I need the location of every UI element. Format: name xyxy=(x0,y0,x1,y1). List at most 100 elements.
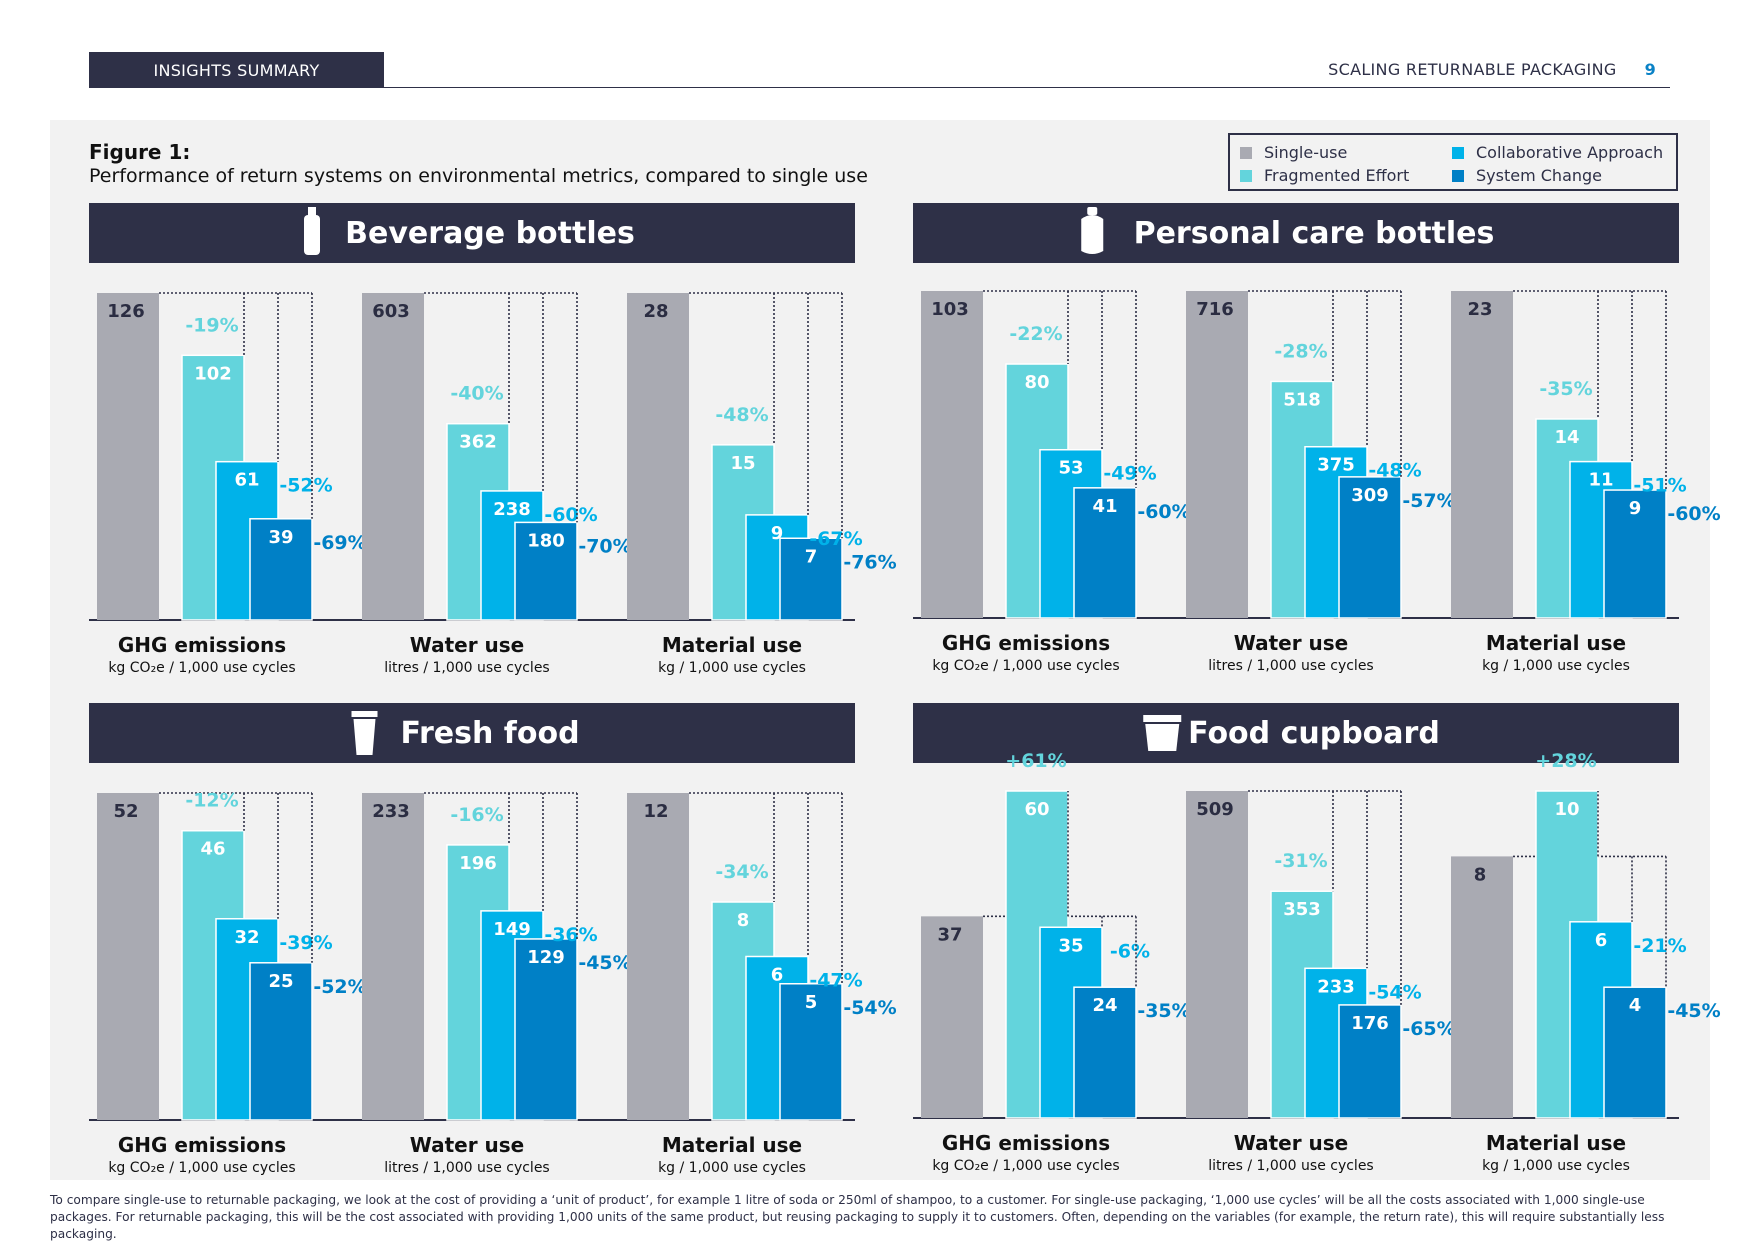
metric-name-label: Water use xyxy=(1234,631,1349,655)
bar-group-ghg-emissions: 126 102 61 39 -19% -52% -69% GHG emissions kg CO… xyxy=(97,292,367,676)
percent-change-label: -60% xyxy=(1137,501,1190,523)
bar-system-change xyxy=(249,518,313,621)
metric-unit-label: kg CO₂e / 1,000 use cycles xyxy=(108,1160,295,1176)
legend-swatch xyxy=(1452,169,1464,182)
bar-value-label: 176 xyxy=(1351,1013,1389,1034)
percent-change-label: -6% xyxy=(1110,940,1150,962)
bar-group-material-use: 8 10 6 4 +28% -21% -45% Material use kg / 1,000 … xyxy=(1451,750,1721,1174)
bottle-cap xyxy=(308,207,316,215)
bar-value-label: 353 xyxy=(1283,899,1321,920)
pump-bottle-icon xyxy=(1081,207,1104,254)
percent-change-label: -60% xyxy=(544,504,597,526)
legend: Single-use Fragmented Effort Collaborati… xyxy=(1228,133,1678,191)
bar-system-change xyxy=(779,983,843,1121)
legend-swatch xyxy=(1240,169,1252,182)
bar-group-water-use: 233 196 149 129 -16% -36% -45% Water use litres … xyxy=(362,792,632,1176)
bar-group-ghg-emissions: 52 46 32 25 -12% -39% -52% GHG emissions kg CO₂e… xyxy=(97,790,367,1176)
percent-change-label: -45% xyxy=(1667,1000,1720,1022)
percent-change-label: -35% xyxy=(1539,378,1592,400)
bar-system-change xyxy=(1073,986,1137,1119)
bar-system-change xyxy=(1603,489,1667,619)
bar-value-label: 716 xyxy=(1196,299,1234,320)
bar-value-label: 52 xyxy=(113,801,138,822)
percent-change-label: -22% xyxy=(1009,323,1062,345)
percent-change-label: +61% xyxy=(1005,750,1066,772)
cup-icon xyxy=(351,711,378,755)
bar-value-label: 14 xyxy=(1554,427,1579,448)
bar-value-label: 41 xyxy=(1092,496,1117,517)
bar-value-label: 233 xyxy=(1317,976,1355,997)
metric-unit-label: kg / 1,000 use cycles xyxy=(658,1160,806,1176)
bar-value-label: 8 xyxy=(737,910,750,931)
bar-value-label: 129 xyxy=(527,947,565,968)
bar-single-use xyxy=(1451,856,1513,1118)
metric-unit-label: litres / 1,000 use cycles xyxy=(384,1160,549,1176)
percent-change-label: -69% xyxy=(313,532,366,554)
bar-value-label: 126 xyxy=(107,301,145,322)
percent-change-label: -48% xyxy=(1368,460,1421,482)
metric-unit-label: kg / 1,000 use cycles xyxy=(1482,658,1630,674)
bar-value-label: 32 xyxy=(234,927,259,948)
bar-group-material-use: 12 8 65 -34% -47% -54% Material use kg / 1,000 … xyxy=(627,792,897,1176)
bar-value-label: 10 xyxy=(1554,799,1579,820)
bar-system-change xyxy=(1338,476,1402,619)
percent-change-label: -52% xyxy=(279,475,332,497)
chart-title-bar xyxy=(89,703,855,763)
chart-title-bar xyxy=(913,703,1679,763)
bar-single-use xyxy=(362,793,424,1120)
bar-value-label: 5 xyxy=(805,992,818,1013)
bar-value-label: 61 xyxy=(234,470,259,491)
chart-fresh-food: Fresh food 52 46 32 25 -12% -39% -52% GHG emissi… xyxy=(89,703,897,1176)
bar-value-label: 12 xyxy=(643,801,668,822)
percent-change-label: -47% xyxy=(809,970,862,992)
bottle-body xyxy=(304,215,320,255)
metric-name-label: Material use xyxy=(1486,1131,1626,1155)
bar-single-use xyxy=(627,793,689,1120)
chart-title: Fresh food xyxy=(400,716,579,751)
percent-change-label: -36% xyxy=(544,924,597,946)
percent-change-label: -34% xyxy=(715,861,768,883)
legend-item-system-change: System Change xyxy=(1452,166,1602,185)
metric-unit-label: kg CO₂e / 1,000 use cycles xyxy=(932,658,1119,674)
bar-value-label: 509 xyxy=(1196,799,1234,820)
percent-change-label: -28% xyxy=(1274,340,1327,362)
percent-change-label: -70% xyxy=(578,535,631,557)
bottle-icon xyxy=(304,207,320,255)
metric-unit-label: kg / 1,000 use cycles xyxy=(658,660,806,676)
metric-unit-label: kg CO₂e / 1,000 use cycles xyxy=(932,1158,1119,1174)
bar-value-label: 375 xyxy=(1317,455,1355,476)
bar-single-use xyxy=(97,793,159,1120)
bar-value-label: 46 xyxy=(200,839,225,860)
cup-body xyxy=(353,719,376,755)
metric-unit-label: litres / 1,000 use cycles xyxy=(1208,658,1373,674)
percent-change-label: -67% xyxy=(809,528,862,550)
percent-change-label: -54% xyxy=(1368,981,1421,1003)
section-tab: INSIGHTS SUMMARY xyxy=(89,52,384,88)
bar-single-use xyxy=(921,291,983,618)
chart-title-bar xyxy=(913,203,1679,263)
bar-value-label: 4 xyxy=(1629,995,1642,1016)
metric-name-label: Material use xyxy=(662,633,802,657)
bar-single-use xyxy=(1186,291,1248,618)
percent-change-label: -12% xyxy=(185,790,238,812)
bar-single-use xyxy=(97,293,159,620)
percent-change-label: -45% xyxy=(578,952,631,974)
header-rule xyxy=(384,87,1670,88)
chart-beverage-bottles: Beverage bottles 126 102 61 39 -19% -52% -69% GH… xyxy=(89,203,897,676)
figure-panel xyxy=(50,120,1710,1180)
bar-value-label: 180 xyxy=(527,530,565,551)
percent-change-label: -39% xyxy=(279,932,332,954)
bar-value-label: 196 xyxy=(459,853,497,874)
bar-single-use xyxy=(921,916,983,1118)
bar-value-label: 102 xyxy=(194,363,232,384)
bar-value-label: 35 xyxy=(1058,935,1083,956)
bar-group-water-use: 603 362 238 180 -40% -60% -70% Water use litres … xyxy=(362,292,632,676)
bar-single-use xyxy=(1451,291,1513,618)
tub-icon xyxy=(1143,715,1182,751)
chart-food-cupboard: Food cupboard 37 60 35 24 +61% -6% -35% GHG emis… xyxy=(913,703,1721,1174)
percent-change-label: -65% xyxy=(1402,1018,1455,1040)
chart-title-bar xyxy=(89,203,855,263)
legend-item-fragmented-effort: Fragmented Effort xyxy=(1240,166,1409,185)
tub-body xyxy=(1145,724,1180,751)
